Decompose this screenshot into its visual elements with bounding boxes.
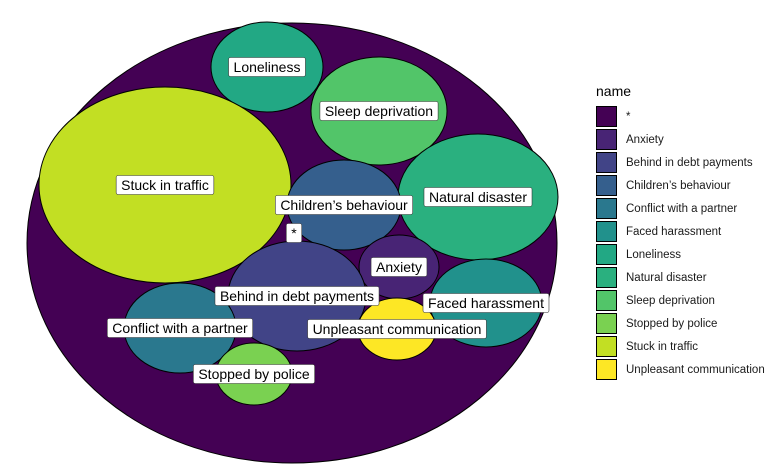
legend-swatch — [596, 359, 617, 380]
legend-item-behind-in-debt-payments: Behind in debt payments — [596, 151, 765, 174]
legend-item-anxiety: Anxiety — [596, 128, 765, 151]
legend-label: * — [626, 110, 631, 123]
legend-swatch — [596, 175, 617, 196]
bubble-label-anxiety: Anxiety — [370, 257, 428, 277]
legend-item-natural-disaster: Natural disaster — [596, 266, 765, 289]
legend-swatch — [596, 290, 617, 311]
bubble-label-text: Sleep deprivation — [325, 103, 433, 119]
legend-label: Stuck in traffic — [626, 340, 699, 353]
legend-swatch — [596, 267, 617, 288]
legend-label: Loneliness — [626, 248, 681, 261]
bubble-label-text: Loneliness — [234, 59, 301, 75]
legend-label: Natural disaster — [626, 271, 707, 284]
legend-label: Unpleasant communication — [626, 363, 765, 376]
bubble-label-loneliness: Loneliness — [228, 57, 306, 77]
circle-pack-plot: * Loneliness Sleep deprivation Stuck in tra… — [26, 21, 559, 464]
legend-label: Faced harassment — [626, 225, 722, 238]
legend-item-faced-harassment: Faced harassment — [596, 220, 765, 243]
bubble-label-children-s-behaviour: Children’s behaviour — [275, 195, 413, 215]
legend-swatch — [596, 313, 617, 334]
legend-item-sleep-deprivation: Sleep deprivation — [596, 289, 765, 312]
legend-label: Children’s behaviour — [626, 179, 731, 192]
bubble-label-text: Unpleasant communication — [313, 321, 482, 337]
legend-swatch — [596, 244, 617, 265]
bubble-label-text: Stuck in traffic — [121, 177, 209, 193]
bubble-label-text: Children’s behaviour — [280, 197, 408, 213]
legend-item-loneliness: Loneliness — [596, 243, 765, 266]
bubble-label-text: * — [291, 225, 297, 241]
bubble-label-conflict-with-a-partner: Conflict with a partner — [106, 318, 254, 338]
legend-item-conflict-with-a-partner: Conflict with a partner — [596, 197, 765, 220]
legend-item-unpleasant-communication: Unpleasant communication — [596, 358, 765, 381]
bubble-label-text: Behind in debt payments — [220, 288, 374, 304]
legend-label: Sleep deprivation — [626, 294, 715, 307]
legend-item-stopped-by-police: Stopped by police — [596, 312, 765, 335]
legend-swatch — [596, 336, 617, 357]
bubble-label-root: * — [285, 223, 303, 243]
legend-label: Behind in debt payments — [626, 156, 753, 169]
bubble-label-sleep-deprivation: Sleep deprivation — [319, 101, 439, 121]
legend-swatch — [596, 198, 617, 219]
bubble-label-stopped-by-police: Stopped by police — [193, 364, 315, 384]
legend-label: Anxiety — [626, 133, 664, 146]
bubble-label-faced-harassment: Faced harassment — [422, 293, 550, 313]
bubble-label-stuck-in-traffic: Stuck in traffic — [115, 175, 215, 195]
legend-item-children-s-behaviour: Children’s behaviour — [596, 174, 765, 197]
legend-swatch — [596, 152, 617, 173]
legend-title: name — [596, 83, 632, 99]
bubble-label-text: Anxiety — [376, 259, 422, 275]
legend-label: Conflict with a partner — [626, 202, 738, 215]
legend-swatch — [596, 106, 617, 127]
legend-label: Stopped by police — [626, 317, 718, 330]
bubble-label-text: Stopped by police — [198, 366, 310, 382]
bubble-label-text: Natural disaster — [429, 189, 527, 205]
bubble-label-behind-in-debt-payments: Behind in debt payments — [214, 286, 380, 306]
bubble-label-unpleasant-communication: Unpleasant communication — [307, 319, 487, 339]
legend-item-stuck-in-traffic: Stuck in traffic — [596, 335, 765, 358]
legend: name * Anxiety Behind in debt payments Chil… — [596, 82, 765, 381]
legend-swatch — [596, 129, 617, 150]
bubble-label-text: Conflict with a partner — [112, 320, 248, 336]
bubble-label-natural-disaster: Natural disaster — [423, 187, 533, 207]
legend-item-root: * — [596, 105, 765, 128]
bubble-label-text: Faced harassment — [428, 295, 544, 311]
legend-swatch — [596, 221, 617, 242]
